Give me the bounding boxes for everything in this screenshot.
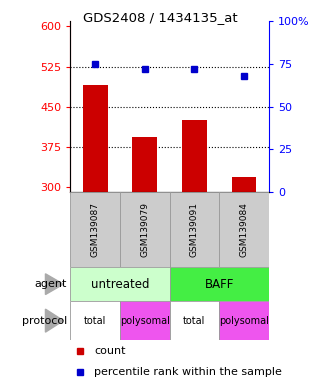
Bar — [120, 301, 170, 340]
Bar — [120, 192, 170, 267]
Bar — [70, 267, 170, 301]
Text: polysomal: polysomal — [219, 316, 269, 326]
Bar — [170, 301, 219, 340]
Bar — [132, 137, 157, 192]
Bar — [83, 85, 108, 192]
Polygon shape — [45, 309, 63, 332]
Text: GSM139087: GSM139087 — [91, 202, 100, 257]
Text: GSM139084: GSM139084 — [239, 202, 249, 257]
Text: agent: agent — [35, 279, 67, 289]
Text: BAFF: BAFF — [204, 278, 234, 291]
Text: polysomal: polysomal — [120, 316, 170, 326]
Bar — [70, 192, 120, 267]
Text: protocol: protocol — [22, 316, 67, 326]
Text: total: total — [84, 316, 106, 326]
Text: count: count — [94, 346, 126, 356]
Bar — [170, 267, 269, 301]
Bar — [170, 192, 219, 267]
Text: untreated: untreated — [91, 278, 149, 291]
Text: GSM139091: GSM139091 — [190, 202, 199, 257]
Text: GDS2408 / 1434135_at: GDS2408 / 1434135_at — [83, 11, 237, 24]
Polygon shape — [45, 274, 63, 295]
Text: total: total — [183, 316, 205, 326]
Text: GSM139079: GSM139079 — [140, 202, 149, 257]
Bar — [70, 301, 120, 340]
Bar — [182, 120, 207, 192]
Bar — [219, 192, 269, 267]
Bar — [219, 301, 269, 340]
Bar — [232, 177, 256, 192]
Text: percentile rank within the sample: percentile rank within the sample — [94, 367, 282, 377]
